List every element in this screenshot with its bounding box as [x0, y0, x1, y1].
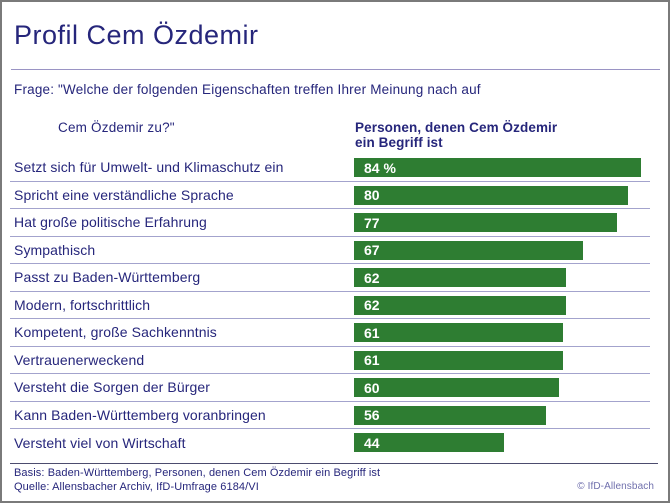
bar: 62 [354, 268, 566, 287]
column-header-line-2: ein Begriff ist [355, 134, 443, 150]
bar: 84 % [354, 158, 641, 177]
bar-category-label: Kompetent, große Sachkenntnis [14, 324, 217, 341]
chart-row: Versteht die Sorgen der Bürger 60 [10, 374, 650, 402]
bar-category-label: Versteht die Sorgen der Bürger [14, 379, 211, 396]
bar-value-label: 61 [364, 324, 380, 341]
bar-value-label: 80 [364, 187, 380, 203]
bar-category-label: Sympathisch [14, 241, 96, 258]
bar: 80 [354, 185, 628, 205]
chart-row: Vertrauenerweckend 61 [10, 347, 650, 374]
bar-value-label: 62 [364, 297, 380, 313]
survey-question: Frage: "Welche der folgenden Eigenschaft… [14, 80, 656, 135]
bar-value-label: 84 % [364, 159, 396, 176]
title-divider-line [11, 69, 660, 70]
chart-row: Sympathisch 67 [10, 237, 650, 264]
bar-value-label: 77 [364, 214, 380, 231]
bar: 62 [354, 295, 566, 315]
bar-value-label: 60 [364, 379, 380, 396]
footer: Basis: Baden-Württemberg, Personen, dene… [10, 463, 658, 494]
footer-basis: Basis: Baden-Württemberg, Personen, dene… [14, 467, 381, 479]
bar-value-label: 56 [364, 407, 380, 423]
bar: 67 [354, 240, 583, 260]
bar-category-label: Vertrauenerweckend [14, 351, 145, 368]
bar: 61 [354, 323, 563, 342]
bar-category-label: Kann Baden-Württemberg voranbringen [14, 406, 266, 423]
bar: 44 [354, 433, 504, 452]
footer-copyright: © IfD-Allensbach [577, 480, 654, 492]
chart-row: Setzt sich für Umwelt- und Klimaschutz e… [10, 154, 650, 182]
bar-value-label: 61 [364, 352, 380, 368]
question-prefix: Frage: [14, 82, 55, 97]
chart-rows: Setzt sich für Umwelt- und Klimaschutz e… [10, 154, 650, 457]
bar-category-label: Setzt sich für Umwelt- und Klimaschutz e… [14, 159, 284, 176]
bar: 77 [354, 213, 617, 232]
chart-row: Spricht eine verständliche Sprache 80 [10, 182, 650, 209]
bar: 56 [354, 405, 546, 425]
chart-column-header: Personen, denen Cem Özdemir ein Begriff … [355, 120, 668, 150]
bar-category-label: Versteht viel von Wirtschaft [14, 434, 186, 451]
bar: 60 [354, 378, 559, 397]
chart-row: Modern, fortschrittlich 62 [10, 292, 650, 319]
column-header-line-1: Personen, denen Cem Özdemir [355, 120, 558, 135]
chart-row: Hat große politische Erfahrung 77 [10, 209, 650, 237]
question-line-2: Cem Özdemir zu?" [58, 120, 175, 135]
bar-value-label: 67 [364, 242, 380, 258]
bar: 61 [354, 350, 563, 370]
chart-row: Kann Baden-Württemberg voranbringen 56 [10, 402, 650, 429]
question-text: "Welche der folgenden Eigenschaften tref… [58, 80, 481, 135]
bar-category-label: Modern, fortschrittlich [14, 296, 151, 313]
bar-category-label: Spricht eine verständliche Sprache [14, 186, 234, 203]
chart-row: Kompetent, große Sachkenntnis 61 [10, 319, 650, 347]
footer-quelle: Quelle: Allensbacher Archiv, IfD-Umfrage… [14, 480, 259, 493]
bar-value-label: 62 [364, 269, 380, 286]
bar-value-label: 44 [364, 434, 380, 451]
bar-category-label: Passt zu Baden-Württemberg [14, 269, 201, 286]
question-line-1: "Welche der folgenden Eigenschaften tref… [58, 82, 481, 97]
chart-row: Versteht viel von Wirtschaft 44 [10, 429, 650, 457]
chart-row: Passt zu Baden-Württemberg 62 [10, 264, 650, 292]
bar-category-label: Hat große politische Erfahrung [14, 214, 207, 231]
page-title: Profil Cem Özdemir [14, 20, 259, 50]
